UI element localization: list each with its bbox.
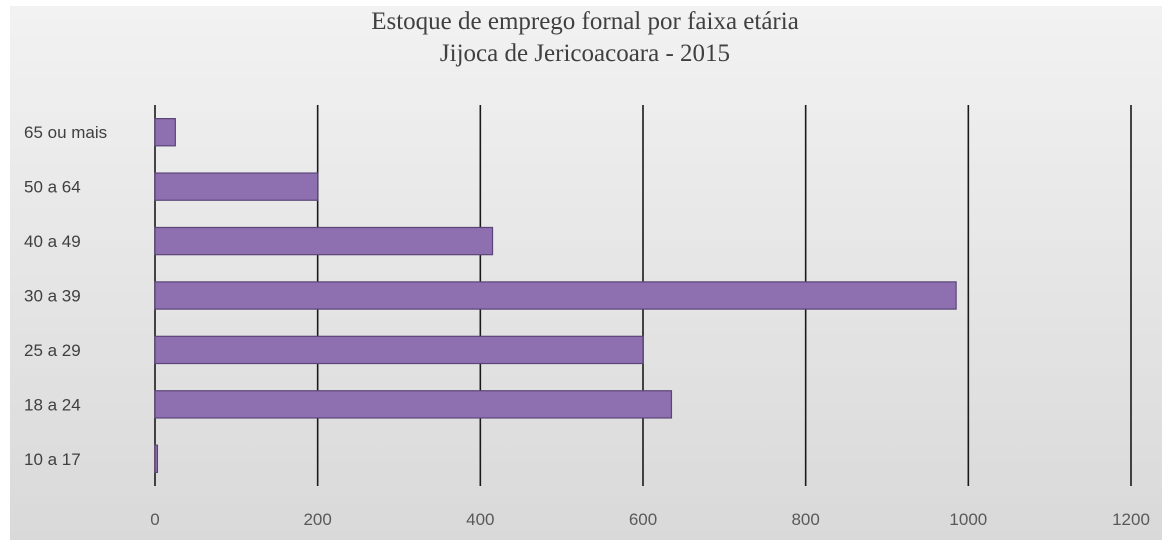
category-label-30-a-39: 30 a 39 bbox=[24, 287, 81, 306]
bar-65-ou-mais bbox=[154, 118, 176, 147]
category-label-25-a-29: 25 a 29 bbox=[24, 341, 81, 360]
bar-40-a-49 bbox=[154, 226, 494, 256]
category-label-10-a-17: 10 a 17 bbox=[24, 450, 81, 469]
x-tick-label-800: 800 bbox=[791, 510, 819, 529]
category-label-50-a-64: 50 a 64 bbox=[24, 178, 81, 197]
bar-18-a-24 bbox=[154, 390, 673, 419]
bar-25-a-29 bbox=[154, 335, 644, 365]
category-label-18-a-24: 18 a 24 bbox=[24, 395, 81, 414]
x-tick-label-1000: 1000 bbox=[949, 510, 987, 529]
x-tick-label-1200: 1200 bbox=[1112, 510, 1150, 529]
x-tick-label-400: 400 bbox=[466, 510, 494, 529]
chart-area bbox=[10, 6, 1162, 540]
bars bbox=[154, 118, 957, 473]
bar-30-a-39 bbox=[154, 281, 957, 310]
chart-title-block: Estoque de emprego fornal por faixa etár… bbox=[0, 6, 1170, 70]
x-tick-label-600: 600 bbox=[629, 510, 657, 529]
category-label-65-ou-mais: 65 ou mais bbox=[24, 123, 107, 142]
bar-10-a-17 bbox=[154, 444, 159, 473]
category-label-40-a-49: 40 a 49 bbox=[24, 232, 81, 251]
x-tick-label-200: 200 bbox=[303, 510, 331, 529]
chart-subtitle: Jijoca de Jericoacoara - 2015 bbox=[439, 40, 731, 67]
bar-50-a-64 bbox=[154, 172, 319, 201]
x-tick-labels: 0 200 400 600 800 1000 1200 bbox=[150, 510, 1150, 529]
category-labels: 10 a 17 18 a 24 25 a 29 30 a 39 40 a 49 50 a … bbox=[24, 123, 107, 469]
x-tick-label-0: 0 bbox=[150, 510, 159, 529]
chart-title: Estoque de emprego fornal por faixa etár… bbox=[371, 8, 799, 35]
